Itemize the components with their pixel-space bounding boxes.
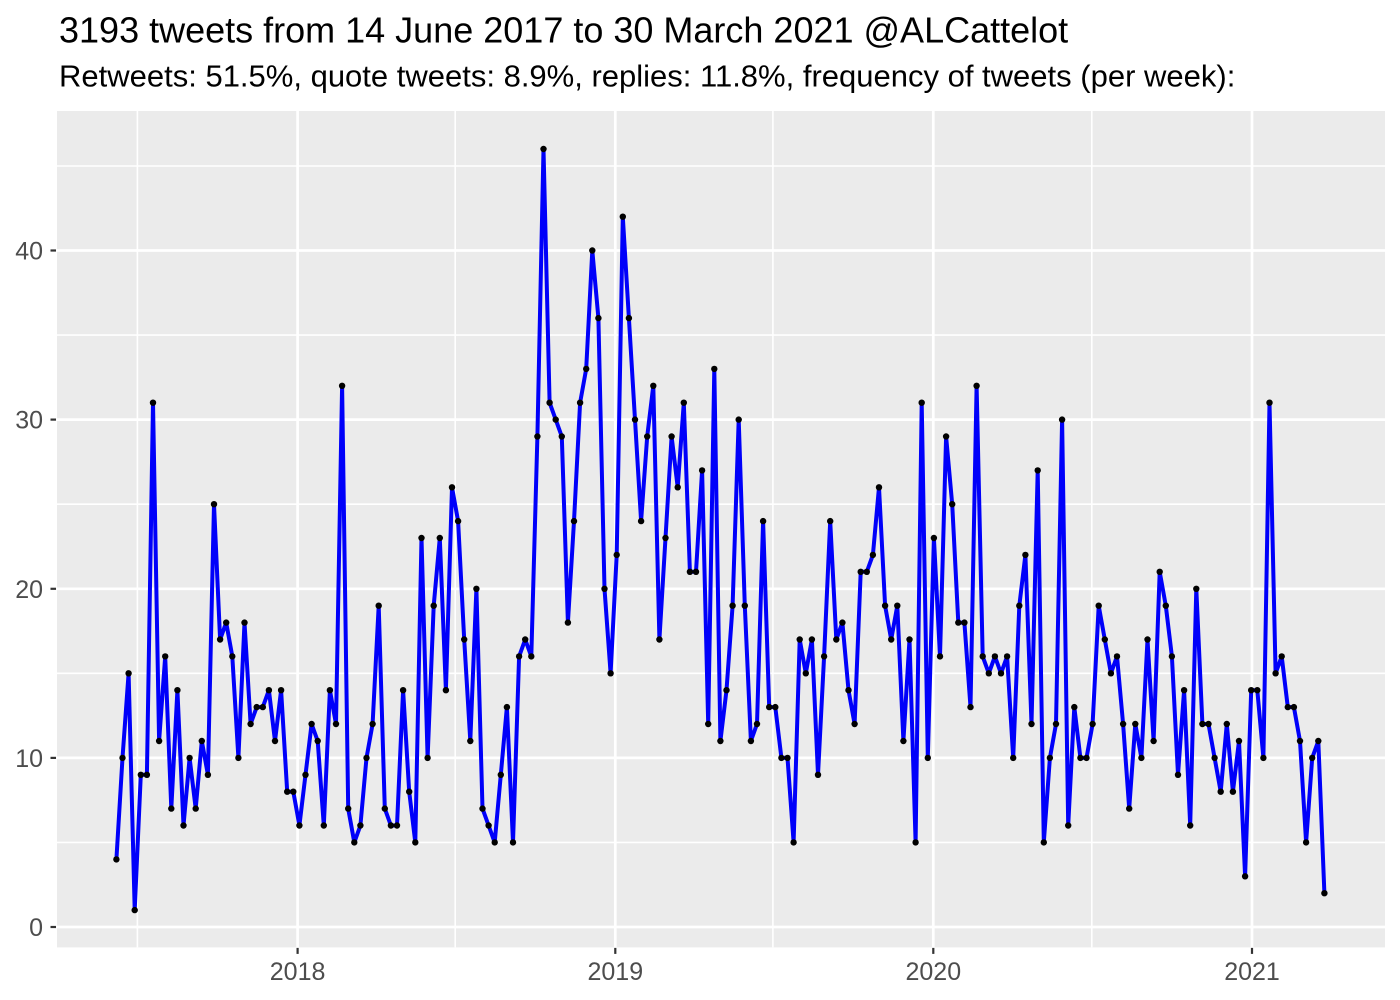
- svg-text:10: 10: [15, 745, 43, 773]
- svg-text:2018: 2018: [270, 958, 326, 986]
- svg-text:Retweets: 51.5%, quote tweets:: Retweets: 51.5%, quote tweets: 8.9%, rep…: [59, 59, 1235, 94]
- svg-text:40: 40: [15, 238, 43, 266]
- svg-text:0: 0: [29, 914, 43, 942]
- svg-text:2021: 2021: [1224, 958, 1280, 986]
- svg-text:3193 tweets from 14 June 2017: 3193 tweets from 14 June 2017 to 30 Marc…: [59, 10, 1068, 51]
- svg-text:2020: 2020: [905, 958, 961, 986]
- svg-text:2019: 2019: [587, 958, 643, 986]
- svg-text:30: 30: [15, 407, 43, 435]
- svg-text:20: 20: [15, 576, 43, 604]
